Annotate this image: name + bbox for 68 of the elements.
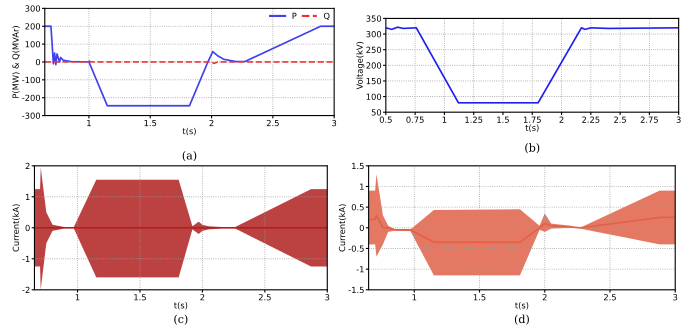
x-tick-label: 2.5 (258, 294, 271, 300)
x-tick-label: 0.5 (380, 116, 392, 123)
y-axis-title: Voltage(kV) (356, 42, 364, 90)
x-tick-label: 2 (210, 120, 214, 126)
x-tick-label: 3 (676, 116, 681, 123)
y-tick-label: 0 (36, 58, 40, 66)
y-tick-label: 300 (25, 5, 40, 12)
y-tick-label: -100 (22, 76, 40, 84)
x-tick-label: 2.75 (640, 116, 658, 123)
y-axis-title: Current(kA) (338, 204, 346, 252)
y-tick-label: 2 (26, 162, 30, 169)
y-tick-label: -1.5 (348, 286, 364, 294)
x-tick-label: 1.25 (465, 116, 482, 123)
x-tick-label: 1 (412, 294, 416, 300)
x-tick-label: 1.5 (474, 294, 486, 300)
y-tick-label: 50 (372, 109, 382, 116)
y-axis-title: P(MW) & Q(MVAr) (12, 26, 20, 98)
x-tick-label: 1.5 (144, 120, 156, 126)
x-tick-label: 1 (87, 120, 91, 126)
y-tick-label: 100 (26, 41, 40, 48)
x-tick-label: 1.75 (524, 116, 541, 123)
x-tick-label: 0.75 (406, 116, 424, 123)
y-tick-label: -300 (22, 112, 40, 119)
y-tick-label: 300 (366, 31, 382, 38)
y-tick-label: 1.5 (352, 162, 364, 170)
y-tick-label: 0 (360, 224, 364, 232)
y-tick-label: 100 (366, 94, 382, 100)
x-tick-label: 2 (542, 294, 547, 300)
y-tick-label: 150 (366, 78, 382, 84)
x-tick-label: 1.5 (497, 116, 509, 123)
x-tick-label: 2.5 (614, 116, 626, 123)
line-series (386, 26, 679, 104)
text: (c) (174, 314, 188, 325)
y-tick-label: -0.5 (348, 245, 364, 252)
legend-label: P (292, 12, 296, 19)
y-tick-label: 0 (26, 224, 30, 232)
x-tick-label: 2.5 (604, 294, 616, 300)
x-tick-label: 3 (325, 294, 330, 300)
y-axis-title: Current(kA) (12, 204, 20, 252)
x-tick-label: 2.5 (266, 120, 279, 126)
y-tick-label: -2 (22, 286, 30, 293)
text: (a) (182, 150, 196, 162)
x-tick-label: 2 (559, 116, 564, 123)
y-tick-label: 250 (366, 46, 382, 53)
y-tick-label: 0.5 (352, 204, 364, 210)
text: (d) (514, 314, 529, 325)
text: (b) (525, 143, 540, 154)
y-tick-label: 1 (26, 194, 30, 200)
y-tick-label: 200 (366, 62, 382, 69)
x-tick-label: 1 (76, 294, 80, 300)
x-axis-title: t(s) (182, 128, 196, 136)
line-series (44, 25, 334, 107)
x-axis-title: t(s) (174, 302, 188, 310)
x-tick-label: 2 (200, 294, 204, 300)
y-tick-label: -200 (22, 94, 40, 101)
x-tick-label: 3 (332, 120, 336, 126)
y-tick-label: 1 (360, 184, 364, 190)
legend-label: Q (324, 12, 330, 20)
x-tick-label: 1.5 (134, 294, 146, 300)
x-tick-label: 1 (442, 116, 446, 123)
y-tick-label: 200 (25, 23, 40, 30)
x-tick-label: 2.25 (582, 116, 600, 123)
y-tick-label: -1 (356, 266, 364, 272)
x-axis-title: t(s) (515, 302, 528, 310)
y-tick-label: 350 (366, 15, 382, 22)
x-tick-label: 3 (673, 294, 678, 300)
x-axis-title: t(s) (525, 124, 539, 132)
y-tick-label: -1 (22, 256, 30, 262)
